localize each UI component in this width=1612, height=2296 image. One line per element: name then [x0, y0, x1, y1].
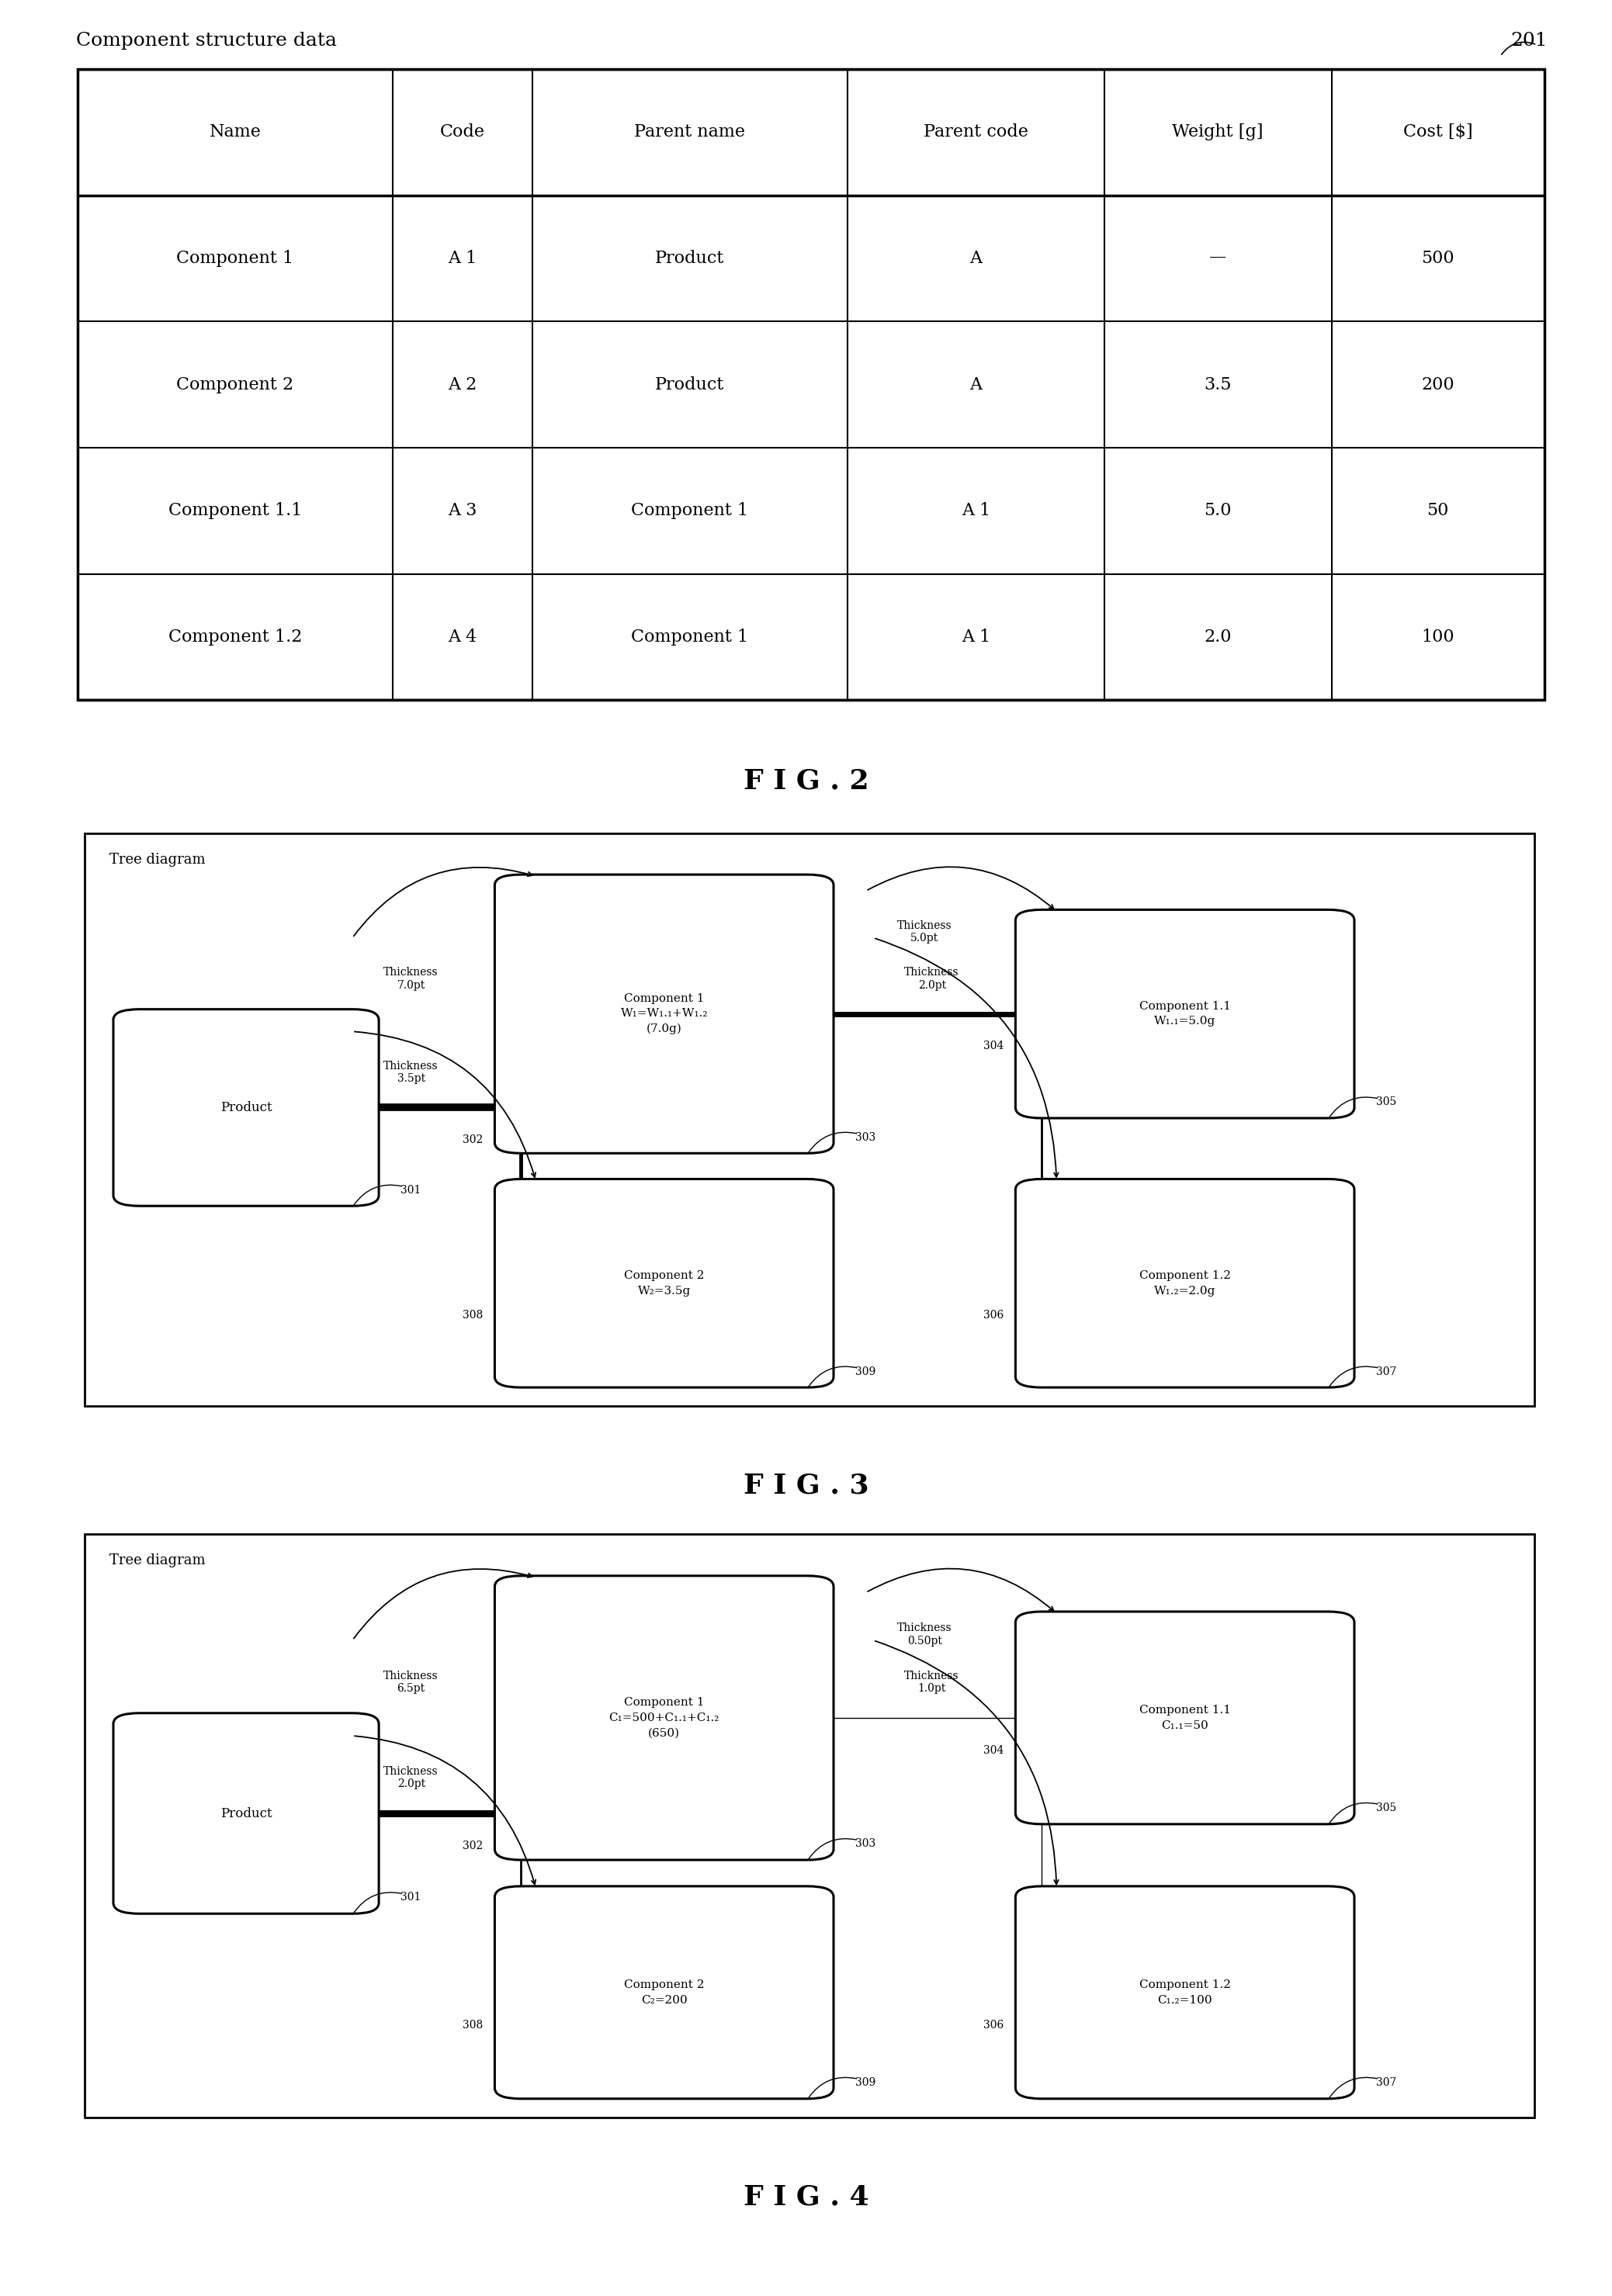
Text: Component 1
C₁=500+C₁.₁+C₁.₂
(650): Component 1 C₁=500+C₁.₁+C₁.₂ (650)	[609, 1697, 719, 1738]
FancyBboxPatch shape	[113, 1010, 379, 1205]
FancyBboxPatch shape	[1016, 1180, 1354, 1387]
Text: F I G . 2: F I G . 2	[743, 767, 869, 794]
Text: A 1: A 1	[961, 503, 990, 519]
Text: —: —	[1209, 250, 1227, 266]
Text: Product: Product	[221, 1102, 272, 1114]
Text: 302: 302	[463, 1134, 484, 1146]
Text: 304: 304	[983, 1745, 1004, 1756]
FancyBboxPatch shape	[495, 875, 833, 1153]
Text: 308: 308	[463, 2020, 484, 2030]
Text: Component 1.1
C₁.₁=50: Component 1.1 C₁.₁=50	[1140, 1706, 1230, 1731]
Text: Component 1.1: Component 1.1	[168, 503, 301, 519]
Text: 100: 100	[1422, 629, 1454, 645]
Text: 309: 309	[856, 1366, 875, 1378]
Text: 307: 307	[1377, 1366, 1398, 1378]
Text: 3.5: 3.5	[1204, 377, 1232, 393]
Text: 201: 201	[1510, 32, 1548, 51]
Text: Product: Product	[221, 1807, 272, 1821]
Text: Parent code: Parent code	[924, 124, 1028, 140]
Text: Tree diagram: Tree diagram	[110, 1554, 206, 1568]
Text: 303: 303	[856, 1132, 875, 1143]
Text: Product: Product	[654, 250, 724, 266]
Text: 5.0: 5.0	[1204, 503, 1232, 519]
Text: A 2: A 2	[448, 377, 477, 393]
Text: Component 1.2
C₁.₂=100: Component 1.2 C₁.₂=100	[1140, 1979, 1230, 2004]
Text: Thickness
5.0pt: Thickness 5.0pt	[898, 921, 953, 944]
Text: A: A	[970, 250, 982, 266]
Text: Parent name: Parent name	[635, 124, 745, 140]
Text: Component 1.2
W₁.₂=2.0g: Component 1.2 W₁.₂=2.0g	[1140, 1270, 1230, 1297]
Text: Thickness
1.0pt: Thickness 1.0pt	[904, 1671, 959, 1694]
Text: 308: 308	[463, 1309, 484, 1320]
Text: Code: Code	[440, 124, 485, 140]
Text: Component 1
W₁=W₁.₁+W₁.₂
(7.0g): Component 1 W₁=W₁.₁+W₁.₂ (7.0g)	[621, 994, 708, 1035]
Text: 309: 309	[856, 2078, 875, 2087]
Text: Thickness
7.0pt: Thickness 7.0pt	[384, 967, 438, 990]
Text: Component 1.2: Component 1.2	[168, 629, 301, 645]
Text: F I G . 3: F I G . 3	[743, 1472, 869, 1499]
Text: 306: 306	[983, 2020, 1004, 2030]
Text: Thickness
2.0pt: Thickness 2.0pt	[904, 967, 959, 990]
FancyBboxPatch shape	[495, 1575, 833, 1860]
FancyBboxPatch shape	[113, 1713, 379, 1913]
Text: Component 1: Component 1	[632, 629, 748, 645]
Text: Component 1.1
W₁.₁=5.0g: Component 1.1 W₁.₁=5.0g	[1140, 1001, 1230, 1026]
Text: 301: 301	[401, 1892, 421, 1903]
Text: Name: Name	[210, 124, 261, 140]
Text: Tree diagram: Tree diagram	[110, 852, 206, 868]
Text: A 3: A 3	[448, 503, 477, 519]
Text: A 1: A 1	[961, 629, 990, 645]
Text: Component 2
W₂=3.5g: Component 2 W₂=3.5g	[624, 1270, 704, 1297]
FancyBboxPatch shape	[1016, 909, 1354, 1118]
Text: 302: 302	[463, 1841, 484, 1851]
Text: Component 2: Component 2	[176, 377, 293, 393]
FancyBboxPatch shape	[1016, 1887, 1354, 2099]
Text: 303: 303	[856, 1839, 875, 1848]
Text: 305: 305	[1377, 1097, 1396, 1107]
Text: 305: 305	[1377, 1802, 1396, 1814]
Text: 500: 500	[1422, 250, 1454, 266]
Text: A 4: A 4	[448, 629, 477, 645]
FancyBboxPatch shape	[1016, 1612, 1354, 1823]
Text: Component structure data: Component structure data	[76, 32, 337, 51]
Text: 200: 200	[1422, 377, 1454, 393]
Text: 50: 50	[1427, 503, 1449, 519]
Text: A: A	[970, 377, 982, 393]
Text: 306: 306	[983, 1309, 1004, 1320]
Text: Thickness
2.0pt: Thickness 2.0pt	[384, 1766, 438, 1789]
Text: Thickness
0.50pt: Thickness 0.50pt	[898, 1623, 953, 1646]
Text: 301: 301	[401, 1185, 421, 1196]
Text: A 1: A 1	[448, 250, 477, 266]
Text: 304: 304	[983, 1040, 1004, 1052]
Text: Cost [$]: Cost [$]	[1402, 124, 1473, 140]
Text: Component 1: Component 1	[632, 503, 748, 519]
Text: Weight [g]: Weight [g]	[1172, 124, 1264, 140]
Text: Product: Product	[654, 377, 724, 393]
Text: Thickness
3.5pt: Thickness 3.5pt	[384, 1061, 438, 1084]
Text: 2.0: 2.0	[1204, 629, 1232, 645]
Text: 307: 307	[1377, 2078, 1398, 2087]
Text: Component 1: Component 1	[176, 250, 293, 266]
FancyBboxPatch shape	[495, 1887, 833, 2099]
Text: F I G . 4: F I G . 4	[743, 2183, 869, 2211]
FancyBboxPatch shape	[495, 1180, 833, 1387]
Text: Component 2
C₂=200: Component 2 C₂=200	[624, 1979, 704, 2004]
Text: Thickness
6.5pt: Thickness 6.5pt	[384, 1671, 438, 1694]
